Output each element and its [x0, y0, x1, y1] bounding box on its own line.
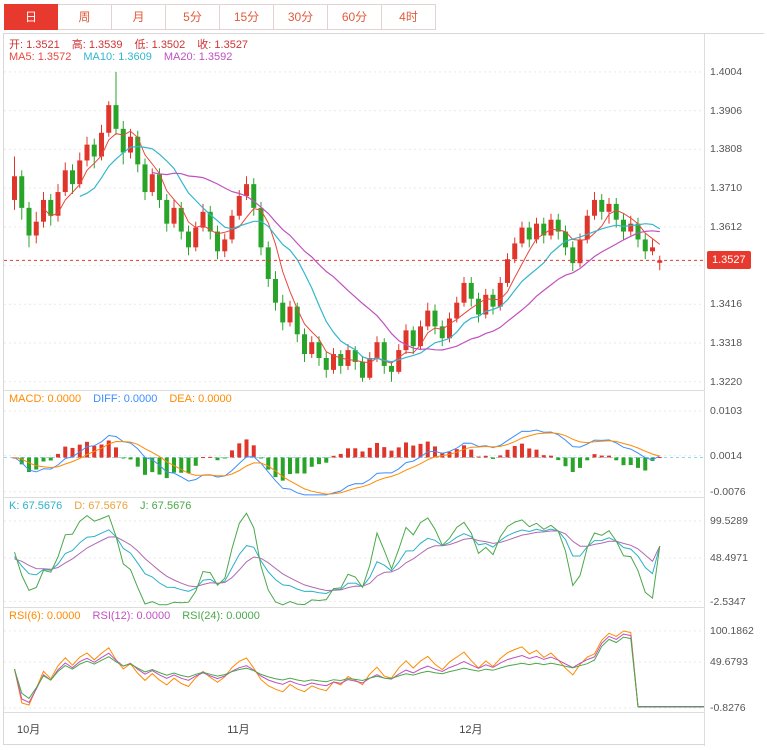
y-axis-tick: 100.1862 [710, 624, 754, 637]
tab-15min[interactable]: 15分 [220, 4, 274, 30]
macd-legend: MACD: 0.0000 DIFF: 0.0000 DEA: 0.0000 [9, 393, 244, 405]
legend-item: MACD: 0.0000 [9, 393, 82, 405]
legend-item: MA10: 1.3609 [83, 51, 152, 63]
legend-item: DIFF: 0.0000 [93, 393, 158, 405]
y-axis-tick: -0.0076 [710, 485, 746, 498]
ma-legend: MA5: 1.3572 MA10: 1.3609 MA20: 1.3592 [9, 51, 244, 63]
y-axis-tick: 1.3906 [710, 104, 743, 117]
y-axis-tick: 99.5289 [710, 514, 748, 527]
y-axis-tick: 1.3416 [710, 298, 743, 311]
legend-item: 收: 1.3527 [197, 39, 249, 51]
y-axis-tick: 49.6793 [710, 656, 748, 669]
x-axis: 10月 11月 12月 [4, 713, 704, 745]
y-axis-tick: 1.3318 [710, 336, 743, 349]
legend-item: RSI(12): 0.0000 [92, 610, 171, 622]
price-panel[interactable]: 开: 1.3521 高: 1.3539 低: 1.3502 收: 1.3527 MA5… [4, 34, 704, 391]
kdj-panel[interactable]: K: 67.5676 D: 67.5676 J: 67.5676 [4, 498, 704, 608]
tab-week[interactable]: 周 [58, 4, 112, 30]
y-axis-tick: 1.3710 [710, 182, 743, 195]
y-axis-tick: 48.4971 [710, 551, 748, 564]
legend-item: D: 67.5676 [74, 500, 129, 512]
legend-item: RSI(6): 0.0000 [9, 610, 81, 622]
legend-item: J: 67.5676 [140, 500, 192, 512]
y-axis-tick: -2.5347 [710, 595, 746, 608]
y-axis-tick: -0.8276 [710, 701, 746, 714]
y-axis-tick: 0.0103 [710, 405, 743, 418]
legend-item: 高: 1.3539 [71, 39, 123, 51]
tab-60min[interactable]: 60分 [328, 4, 382, 30]
legend-item: DEA: 0.0000 [169, 393, 232, 405]
legend-item: MA20: 1.3592 [163, 51, 233, 63]
legend-item: RSI(24): 0.0000 [182, 610, 260, 622]
tab-4hour[interactable]: 4时 [382, 4, 436, 30]
ohlc-legend: 开: 1.3521 高: 1.3539 低: 1.3502 收: 1.3527 [9, 36, 260, 52]
timeframe-tabbar: 日周月 5分 15分 30分 60分 4时 [4, 4, 436, 30]
macd-panel[interactable]: MACD: 0.0000 DIFF: 0.0000 DEA: 0.0000 [4, 391, 704, 498]
y-axis-tick: 1.4004 [710, 65, 743, 78]
rsi-legend: RSI(6): 0.0000 RSI(12): 0.0000 RSI(24): 0.… [9, 610, 272, 622]
y-axis-tick: 1.3808 [710, 143, 743, 156]
kdj-legend: K: 67.5676 D: 67.5676 J: 67.5676 [9, 500, 203, 512]
legend-item: MA5: 1.3572 [9, 51, 72, 63]
legend-item: 开: 1.3521 [9, 39, 60, 51]
tab-30min[interactable]: 30分 [274, 4, 328, 30]
y-axis-tick: 1.3220 [710, 375, 743, 388]
legend-item: K: 67.5676 [9, 500, 63, 512]
y-axis-column: 1.3527 1.4004 1.3906 1.3808 1.3710 1.3612 1.3… [704, 34, 764, 746]
x-axis-label: 12月 [459, 724, 483, 736]
rsi-panel[interactable]: RSI(6): 0.0000 RSI(12): 0.0000 RSI(24): 0.… [4, 608, 704, 713]
y-axis-tick: 0.0014 [710, 449, 743, 462]
tab-day[interactable]: 日 [4, 4, 58, 30]
chart-container: 开: 1.3521 高: 1.3539 低: 1.3502 收: 1.3527 MA5… [3, 33, 764, 746]
x-axis-label: 11月 [227, 724, 250, 736]
x-axis-label: 10月 [17, 724, 41, 736]
tab-month[interactable]: 月 [112, 4, 166, 30]
current-price-tag: 1.3527 [707, 251, 751, 270]
y-axis-tick: 1.3612 [710, 220, 743, 233]
tab-5min[interactable]: 5分 [166, 4, 220, 30]
legend-item: 低: 1.3502 [134, 39, 186, 51]
